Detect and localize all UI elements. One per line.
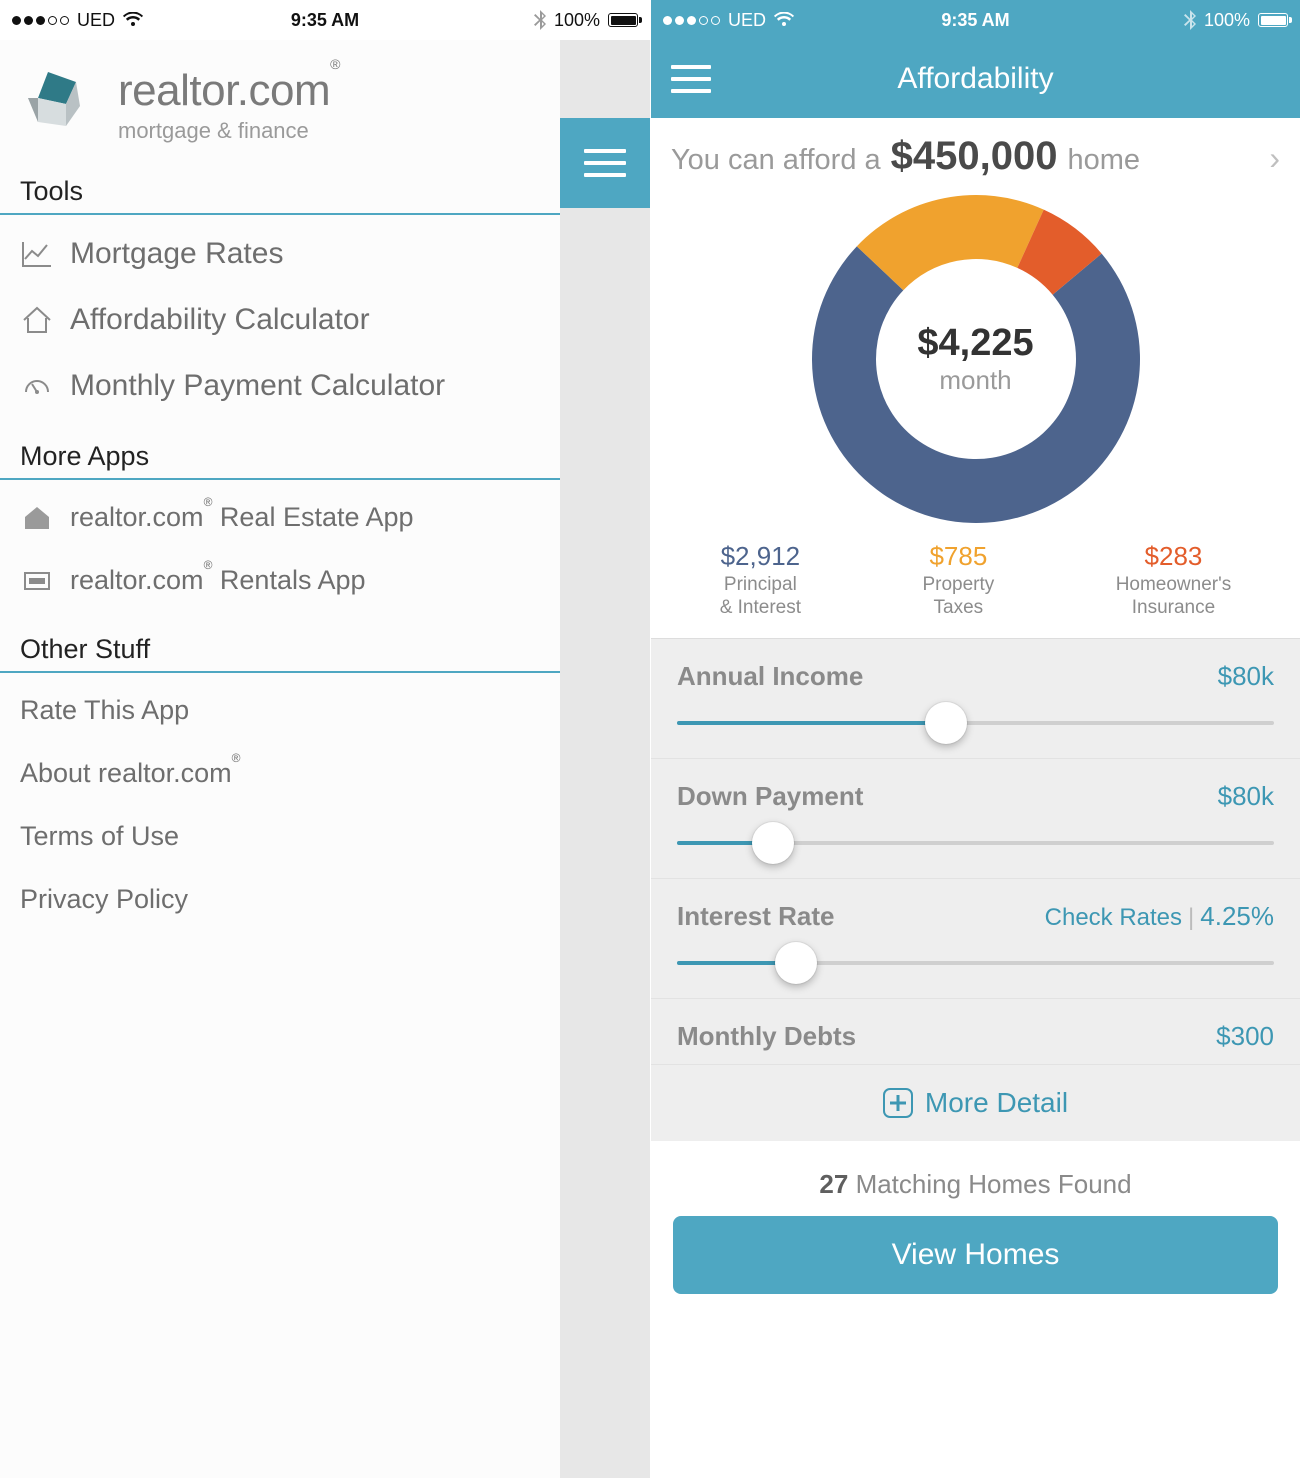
slider-label: Down Payment <box>677 781 863 812</box>
carrier-label: UED <box>77 10 115 31</box>
more-detail-label: More Detail <box>925 1087 1068 1119</box>
slider-interest-rate: Interest Rate Check Rates|4.25% <box>651 879 1300 999</box>
menu-item-rentals-app[interactable]: realtor.com® Rentals App <box>0 549 560 612</box>
more-detail-button[interactable]: More Detail <box>651 1065 1300 1141</box>
menu-item-rate-app[interactable]: Rate This App <box>0 679 560 742</box>
battery-pct-label: 100% <box>1204 10 1250 31</box>
legend-value: $2,912 <box>720 541 801 572</box>
view-homes-button[interactable]: View Homes <box>673 1216 1278 1294</box>
section-title-other: Other Stuff <box>0 626 560 673</box>
nav-bar: Affordability <box>651 40 1300 118</box>
slider-value: $80k <box>1218 661 1274 692</box>
slider-label: Annual Income <box>677 661 863 692</box>
chart-icon <box>20 241 54 267</box>
donut-center-label: month <box>939 365 1011 396</box>
brand-subtitle: mortgage & finance <box>118 118 340 144</box>
menu-label: realtor.com® Real Estate App <box>70 502 414 533</box>
status-bar: UED 9:35 AM 100% <box>0 0 650 40</box>
inputs-panel: Annual Income $80k Down Payment $80k Inter… <box>651 638 1300 1141</box>
for-rent-sign-icon <box>20 569 54 593</box>
menu-item-privacy[interactable]: Privacy Policy <box>0 868 560 931</box>
battery-icon <box>1258 13 1288 27</box>
menu-item-monthly-payment-calc[interactable]: Monthly Payment Calculator <box>0 353 560 419</box>
slider-value: $80k <box>1218 781 1274 812</box>
slider-annual-income: Annual Income $80k <box>651 639 1300 759</box>
bluetooth-icon <box>534 10 546 30</box>
chevron-right-icon: › <box>1269 140 1280 177</box>
battery-icon <box>608 13 638 27</box>
legend-item: $785 PropertyTaxes <box>922 541 994 620</box>
monthly-cost-donut-chart: $4,225 month <box>812 195 1140 523</box>
check-rates-link[interactable]: Check Rates <box>1045 904 1182 931</box>
slider-value: 4.25% <box>1200 901 1274 931</box>
gauge-icon <box>20 372 54 400</box>
legend-value: $283 <box>1116 541 1232 572</box>
menu-close-button[interactable] <box>560 118 650 208</box>
signal-dots-icon <box>663 16 720 25</box>
menu-label: realtor.com® Rentals App <box>70 565 366 596</box>
menu-label: Terms of Use <box>20 821 179 852</box>
plus-icon <box>883 1088 913 1118</box>
menu-button[interactable] <box>671 65 711 93</box>
menu-item-affordability-calc[interactable]: Affordability Calculator <box>0 287 560 353</box>
menu-item-terms[interactable]: Terms of Use <box>0 805 560 868</box>
menu-label: Mortgage Rates <box>70 237 283 271</box>
menu-item-mortgage-rates[interactable]: Mortgage Rates <box>0 221 560 287</box>
legend-item: $283 Homeowner'sInsurance <box>1116 541 1232 620</box>
slider-track[interactable] <box>677 940 1274 986</box>
menu-label: Privacy Policy <box>20 884 188 915</box>
realtor-logo-icon <box>18 64 100 146</box>
status-bar: UED 9:35 AM 100% <box>651 0 1300 40</box>
brand-header: realtor.com® mortgage & finance <box>0 40 560 168</box>
menu-label: Rate This App <box>20 695 189 726</box>
house-solid-icon <box>20 505 54 531</box>
menu-label: Monthly Payment Calculator <box>70 369 445 403</box>
row-value: $300 <box>1216 1021 1274 1052</box>
brand-reg: ® <box>330 56 340 72</box>
carrier-label: UED <box>728 10 766 31</box>
afford-amount: $450,000 <box>891 134 1058 179</box>
legend-item: $2,912 Principal& Interest <box>720 541 801 620</box>
menu-item-real-estate-app[interactable]: realtor.com® Real Estate App <box>0 486 560 549</box>
nav-drawer: realtor.com® mortgage & finance Tools Mo… <box>0 40 560 1478</box>
house-icon <box>20 306 54 334</box>
menu-label: About realtor.com® <box>20 758 240 789</box>
wifi-icon <box>774 12 794 28</box>
matching-homes-label: 27 Matching Homes Found <box>673 1149 1278 1216</box>
menu-label: Affordability Calculator <box>70 303 370 337</box>
slider-label: Interest Rate <box>677 901 835 932</box>
slider-down-payment: Down Payment $80k <box>651 759 1300 879</box>
row-monthly-debts[interactable]: Monthly Debts $300 <box>651 999 1300 1065</box>
afford-post: home <box>1067 144 1140 177</box>
clock-label: 9:35 AM <box>291 10 359 31</box>
clock-label: 9:35 AM <box>941 10 1009 31</box>
battery-pct-label: 100% <box>554 10 600 31</box>
slider-track[interactable] <box>677 700 1274 746</box>
menu-item-about[interactable]: About realtor.com® <box>0 742 560 805</box>
section-title-more-apps: More Apps <box>0 433 560 480</box>
legend-value: $785 <box>922 541 994 572</box>
brand-title: realtor.com <box>118 66 330 115</box>
bluetooth-icon <box>1184 10 1196 30</box>
left-screenshot: UED 9:35 AM 100% <box>0 0 650 1478</box>
right-screenshot: UED 9:35 AM 100% Affordability <box>650 0 1300 1478</box>
donut-center-value: $4,225 <box>917 322 1033 365</box>
signal-dots-icon <box>12 16 69 25</box>
affordability-summary[interactable]: You can afford a $450,000 home › <box>651 118 1300 187</box>
row-label: Monthly Debts <box>677 1021 856 1052</box>
afford-pre: You can afford a <box>671 144 881 177</box>
wifi-icon <box>123 12 143 28</box>
page-title: Affordability <box>897 62 1053 96</box>
chart-legend: $2,912 Principal& Interest $785 Property… <box>651 531 1300 638</box>
section-title-tools: Tools <box>0 168 560 215</box>
content-scrim <box>560 40 650 1478</box>
slider-track[interactable] <box>677 820 1274 866</box>
